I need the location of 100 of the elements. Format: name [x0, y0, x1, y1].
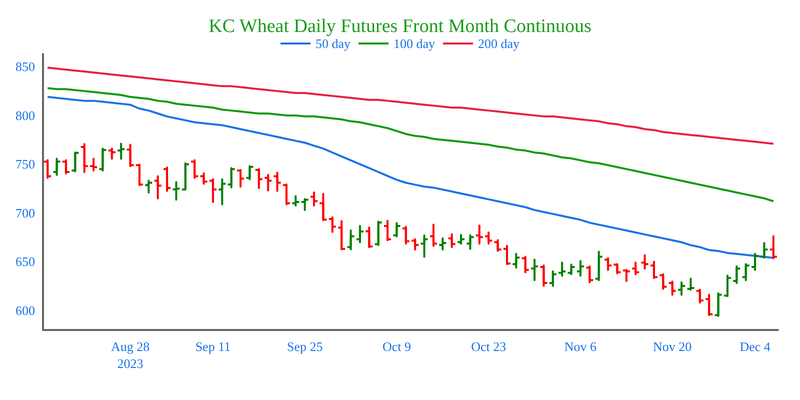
candlestick	[80, 143, 89, 174]
candlestick	[474, 224, 484, 245]
candlestick	[162, 166, 172, 192]
candlestick	[410, 238, 420, 250]
x-tick-label: Dec 4	[740, 339, 771, 354]
candlestick	[566, 264, 576, 276]
candlestick	[622, 268, 631, 282]
candlestick	[89, 158, 98, 172]
candlestick	[750, 252, 760, 271]
line-series	[46, 66, 774, 145]
candlestick	[401, 226, 410, 245]
y-tick-label: 600	[16, 302, 35, 318]
candlestick	[218, 178, 227, 206]
candlestick	[456, 234, 466, 245]
candlestick	[70, 152, 80, 172]
candlestick	[722, 274, 732, 298]
candlestick	[741, 263, 750, 282]
candlestick	[530, 258, 540, 282]
candlestick	[604, 257, 613, 271]
candlestick	[254, 168, 264, 189]
candlestick	[484, 231, 494, 245]
candlestick	[208, 178, 218, 204]
x-tick-label: Sep 11	[195, 339, 231, 354]
candlestick	[355, 225, 364, 244]
candlestick	[199, 172, 208, 185]
candlestick	[502, 244, 512, 266]
candlestick	[300, 198, 310, 212]
candlestick	[383, 220, 392, 242]
chart-title: KC Wheat Daily Futures Front Month Continuous	[208, 16, 592, 37]
candlestick	[631, 262, 640, 276]
x-tick-label: Nov 6	[564, 339, 598, 354]
candlestick	[548, 270, 558, 287]
candlestick	[640, 254, 650, 270]
candlestick	[539, 264, 548, 287]
legend-label: 100 day	[393, 36, 436, 51]
candlestick	[438, 237, 448, 250]
x-tick-label: Aug 28 2023	[110, 339, 150, 371]
legend-label: 50 day	[315, 36, 351, 51]
candlestick	[466, 234, 475, 250]
candlestick	[658, 273, 668, 290]
line-series	[46, 87, 774, 202]
x-tick-label: Nov 20	[653, 339, 692, 354]
candlestick	[226, 167, 236, 188]
candlestick	[364, 226, 374, 248]
candlestick	[180, 162, 190, 191]
candlestick	[686, 278, 696, 291]
x-tick-label: Oct 9	[382, 339, 411, 354]
candlestick	[116, 142, 126, 160]
candlestick	[447, 233, 456, 248]
candlestick	[172, 181, 181, 201]
candlestick	[318, 192, 328, 222]
candlestick	[144, 180, 154, 194]
candlestick	[346, 230, 356, 250]
candlestick	[291, 195, 300, 207]
candlestick	[512, 252, 521, 269]
candlestick	[43, 159, 52, 179]
candlestick	[245, 165, 254, 180]
candlestick	[695, 288, 704, 304]
y-tick-label: 750	[16, 156, 35, 172]
candlestick	[420, 234, 429, 258]
candlestick	[134, 164, 144, 186]
candlestick	[126, 144, 135, 168]
candlestick	[52, 158, 62, 176]
candlestick	[236, 169, 246, 188]
candlestick	[107, 148, 116, 160]
candlestick	[704, 294, 714, 316]
y-tick-label: 800	[16, 108, 35, 123]
candlestick	[576, 260, 585, 277]
candlestick	[760, 242, 769, 259]
candlestick	[732, 265, 742, 284]
candlestick	[153, 175, 162, 200]
x-tick-label: Oct 23	[471, 339, 506, 354]
candlestick	[677, 281, 686, 296]
candlestick	[668, 280, 677, 296]
candlestick	[272, 172, 282, 192]
candlestick	[61, 159, 70, 174]
candlestick	[649, 260, 658, 280]
candlestick	[520, 256, 530, 274]
candlestick	[374, 220, 383, 246]
y-tick-label: 850	[16, 59, 35, 74]
y-tick-label: 700	[16, 205, 35, 220]
candlestick	[714, 292, 723, 318]
candlestick	[282, 183, 291, 206]
candlestick	[328, 216, 337, 233]
x-tick-label: Sep 25	[286, 339, 323, 354]
legend-label: 200 day	[478, 36, 520, 51]
y-tick-label: 650	[16, 254, 35, 270]
candlestick	[190, 159, 200, 179]
candlestick	[768, 235, 778, 260]
candlestick	[310, 191, 319, 207]
candlestick	[264, 174, 273, 192]
candlestick	[558, 262, 567, 277]
candlestick	[493, 239, 502, 252]
candlestick	[428, 224, 438, 247]
candlestick	[585, 265, 594, 284]
candlestick	[612, 263, 622, 274]
candlestick	[594, 250, 604, 282]
candlestick	[337, 220, 346, 250]
candlestick	[392, 222, 402, 238]
candlestick	[98, 148, 108, 172]
